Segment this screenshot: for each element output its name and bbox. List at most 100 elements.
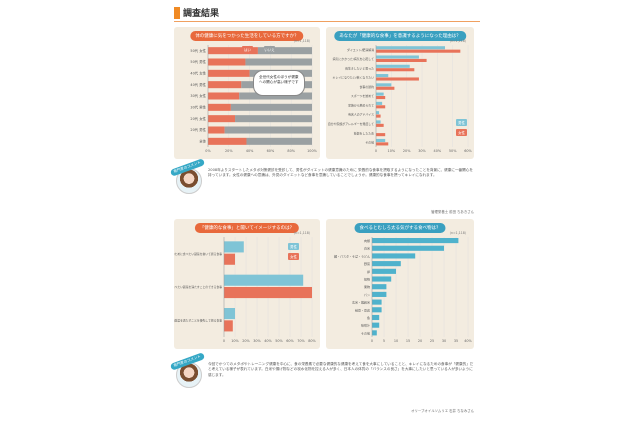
y-tick-label: 白米 [364,246,370,251]
legend-label: 男性 [458,120,465,125]
bar [376,111,380,115]
x-tick-label: 50% [275,339,283,343]
bar [372,268,396,274]
legend-swatch [242,46,253,53]
y-tick-label: 50代 女性 [190,48,206,53]
x-tick-label: 20 [418,339,422,343]
y-tick-label: その他 [365,140,374,145]
y-tick-label: 納豆・豆腐 [355,307,370,312]
x-tick-label: 40% [464,339,472,343]
bar [376,68,415,72]
bar [224,253,235,265]
y-tick-label: ダイエット/肥満解消 [347,47,374,52]
unit-label: （n=1,118） [448,230,468,235]
y-tick-label: 自分や家族がアレルギーを発症して [328,121,374,126]
bar [208,81,242,89]
x-tick-label: 30 [442,339,446,343]
unit-label: （n=1,118） [292,230,312,235]
y-tick-label: パン [364,292,370,297]
bar [208,58,246,66]
bar [208,137,247,145]
bar [235,115,312,123]
y-tick-label: 30代 男性 [190,105,206,110]
chart-panel-reasons: あなたが「健康的な食事」を意識するようになった理由は？ （n=1,118） 0 10… [326,27,474,159]
legend-label: はい [244,47,251,52]
bar [376,55,419,59]
x-tick-label: 10% [388,149,396,153]
y-tick-label: 妊娠をしたため [354,130,374,135]
bar [372,291,387,297]
bar [224,126,312,134]
chart-panel-fattening-foods: 食べるとむしろ太る気がする食べ物は？ （n=1,118） 0 5 10 15 20 25 30… [326,219,474,349]
y-tick-label: 体の健康のために食べたい副菜を抜いて摂る食事 [174,252,222,256]
bar [376,142,389,146]
bar [372,330,377,336]
bar [376,133,386,137]
header-divider [174,21,480,22]
bar [376,58,427,62]
chart-title: 食べるとむしろ太る気がする食べ物は？ [354,223,446,233]
bar [208,103,231,111]
x-tick-label: 80% [287,149,295,153]
x-tick-label: 0% [205,149,211,153]
bar [245,58,312,66]
bar [376,105,386,109]
y-tick-label: 果物 [364,284,370,289]
callout-bubble: 全世代女性のほうが健康への関心が高い様子です [253,70,305,96]
bar [224,287,312,299]
bar [208,115,236,123]
y-tick-label: 玄米・雑穀米 [352,300,370,305]
y-tick-label: 味噌汁 [361,323,370,328]
bar [224,241,244,253]
chart-title: あなたが「健康的な食事」を意識するようになった理由は？ [334,31,466,41]
chart-image: （n=1,118） 0 10%20%30%40%50%60%70%80% 体の健康のた… [174,230,317,343]
bar [372,284,387,290]
chart-title: 体の健康に気をつかった生活をしている方ですか？ [190,31,304,41]
bar [239,92,312,100]
bar [208,47,258,55]
expert-signature: オリーブオイルソムリエ 石井 ちなみさん [411,409,474,413]
y-tick-label: 体の健康よりも食べたい副菜を満たすことを優先して摂る食事 [174,319,222,323]
x-tick-label: 80% [308,339,316,343]
bar [257,47,312,55]
x-tick-label: 20% [225,149,233,153]
y-tick-label: 野菜 [364,261,370,266]
y-tick-label: 揚物 [364,277,370,282]
bar [376,138,386,143]
legend-label: 女性 [458,130,465,135]
expert-comment: 2008年よりスタートしたメタボ対策健診を受診して、男性がダイエットの健康意識の… [208,168,473,178]
bar [230,103,312,111]
bar [376,83,392,87]
y-tick-label: 20代 女性 [190,116,206,121]
header-accent [174,7,180,19]
expert-signature: 管理栄養士 前田 ちあきさん [431,210,474,214]
bar [208,126,225,134]
chart-fattening-foods: （n=1,118） 0 5 10 15 20 25 30 35 40% 肉類白米麺・パスタ・そば・う… [334,230,473,343]
legend-swatch [456,129,467,136]
bar [376,114,381,118]
x-tick-label: 20% [403,149,411,153]
x-tick-label: 60% [286,339,294,343]
expert-comment: 今回でかつてのメタボやトレーニング健康を中心に、食の栄養素で必要な健康的な健康を… [208,362,474,377]
legend-swatch [264,46,275,53]
y-tick-label: 家族から薦められて [348,102,374,107]
x-tick-label: 20% [242,339,250,343]
legend-label: 男性 [290,244,297,249]
x-tick-label: 5 [383,339,385,343]
x-tick-label: 25 [430,339,434,343]
bar [246,137,312,145]
unit-label: （n=1,118） [292,38,312,43]
legend-label: いいえ [264,47,275,52]
x-tick-label: 15 [406,339,410,343]
bar [372,238,459,244]
y-tick-label: 長生きしたいと思った [345,65,374,70]
y-tick-label: キレイになりたい/若くなりたい [333,75,375,80]
chart-title: 「健康的な食事」と聞いてイメージするのは？ [194,223,300,233]
bar [372,253,416,259]
x-tick-label: 40% [246,149,254,153]
y-tick-label: 卵 [367,269,370,274]
y-tick-label: 40代 男性 [190,82,206,87]
y-tick-label: 50代 男性 [190,59,206,64]
bar [376,123,384,127]
y-tick-label: 有名人のアドバイス [348,112,374,117]
